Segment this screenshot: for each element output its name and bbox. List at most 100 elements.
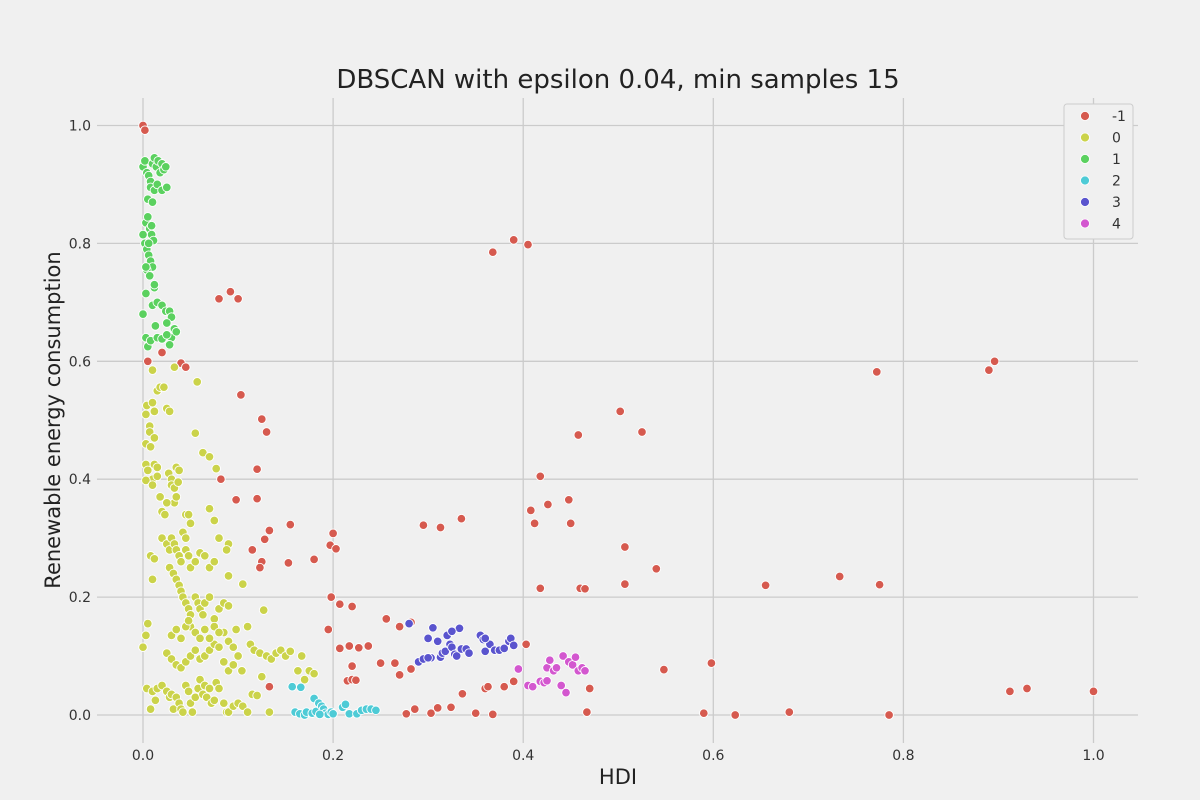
cluster-3-point <box>428 623 438 633</box>
cluster-1-point <box>138 229 148 240</box>
x-tick-label: 0.8 <box>892 748 914 764</box>
legend-label: 2 <box>1112 174 1121 190</box>
cluster-1-point <box>150 321 161 331</box>
cluster-0-point <box>198 610 208 620</box>
cluster-0-point <box>181 533 191 543</box>
cluster--1-point <box>874 579 885 590</box>
cluster--1-point <box>508 676 519 687</box>
cluster--1-point <box>283 558 294 568</box>
cluster-4-point <box>558 651 568 661</box>
cluster--1-point <box>535 471 546 482</box>
cluster-0-point <box>147 574 158 585</box>
cluster-0-point <box>214 533 224 543</box>
cluster-2-point <box>315 709 325 720</box>
cluster-3-point <box>508 640 519 651</box>
cluster--1-point <box>584 683 595 694</box>
cluster-0-point <box>183 509 194 520</box>
cluster-0-point <box>204 683 215 694</box>
cluster-3-point <box>447 626 457 637</box>
cluster-2-point <box>371 705 381 716</box>
cluster-3-point <box>432 636 443 647</box>
cluster--1-point <box>140 125 150 135</box>
cluster-0-point <box>237 666 247 676</box>
cluster-1-point <box>162 318 172 328</box>
cluster--1-point <box>214 294 224 304</box>
cluster--1-point <box>255 562 265 573</box>
cluster--1-point <box>730 710 740 720</box>
cluster--1-point <box>351 675 361 685</box>
cluster-1-point <box>149 279 160 290</box>
x-tick-label: 0.4 <box>512 748 534 764</box>
cluster--1-point <box>390 658 400 668</box>
cluster-0-point <box>204 633 215 644</box>
x-tick-label: 0.0 <box>132 748 154 764</box>
cluster-3-point <box>451 651 462 661</box>
cluster-3-point <box>480 633 490 644</box>
cluster--1-point <box>259 534 270 545</box>
cluster-0-point <box>174 465 184 476</box>
cluster--1-point <box>347 601 357 612</box>
cluster-1-point <box>143 238 154 249</box>
cluster--1-point <box>620 579 630 589</box>
y-tick-label: 0.6 <box>69 354 91 370</box>
cluster-0-point <box>141 630 151 641</box>
cluster--1-point <box>706 658 717 668</box>
cluster--1-point <box>526 505 536 516</box>
cluster-0-point <box>190 645 201 655</box>
cluster--1-point <box>573 430 584 440</box>
cluster--1-point <box>582 707 592 717</box>
cluster-0-point <box>242 621 253 632</box>
cluster--1-point <box>157 347 167 358</box>
cluster--1-point <box>488 709 498 720</box>
cluster--1-point <box>252 464 262 474</box>
cluster--1-point <box>252 493 262 504</box>
cluster--1-point <box>247 545 258 555</box>
cluster-0-point <box>214 642 224 652</box>
cluster-0-point <box>149 406 160 417</box>
cluster-0-point <box>169 362 180 372</box>
legend-marker <box>1080 111 1090 121</box>
cluster--1-point <box>394 670 405 680</box>
legend-marker <box>1080 197 1090 207</box>
cluster-0-point <box>141 475 151 486</box>
cluster--1-point <box>784 707 795 717</box>
cluster-0-point <box>258 605 269 615</box>
cluster--1-point <box>699 708 709 718</box>
y-tick-label: 0.8 <box>69 236 91 252</box>
cluster--1-point <box>236 390 246 400</box>
data-points <box>138 120 1099 720</box>
cluster--1-point <box>143 356 153 367</box>
cluster-0-point <box>147 365 158 375</box>
cluster-3-point <box>499 643 509 654</box>
cluster--1-point <box>499 681 509 692</box>
cluster--1-point <box>659 664 669 675</box>
cluster-0-point <box>309 668 319 679</box>
cluster-0-point <box>150 695 161 706</box>
cluster--1-point <box>535 583 546 594</box>
cluster-1-point <box>141 288 151 299</box>
cluster--1-point <box>261 427 272 437</box>
cluster--1-point <box>1088 686 1099 697</box>
cluster-0-point <box>214 683 224 694</box>
cluster-0-point <box>141 409 151 420</box>
cluster-0-point <box>209 515 220 526</box>
cluster--1-point <box>181 362 191 372</box>
cluster-0-point <box>257 671 267 682</box>
cluster-2-point <box>287 681 297 692</box>
cluster-0-point <box>195 633 205 644</box>
cluster-4-point <box>513 664 524 674</box>
cluster--1-point <box>264 525 275 536</box>
cluster--1-point <box>483 681 493 692</box>
legend-label: 1 <box>1112 152 1121 168</box>
legend-marker <box>1080 175 1090 186</box>
cluster-0-point <box>183 686 194 697</box>
cluster-4-point <box>561 687 571 698</box>
cluster-0-point <box>143 618 153 629</box>
cluster-0-point <box>293 666 303 676</box>
cluster-0-point <box>211 463 221 474</box>
cluster-1-point <box>162 182 172 193</box>
cluster--1-point <box>394 621 405 632</box>
cluster-0-point <box>178 707 188 717</box>
